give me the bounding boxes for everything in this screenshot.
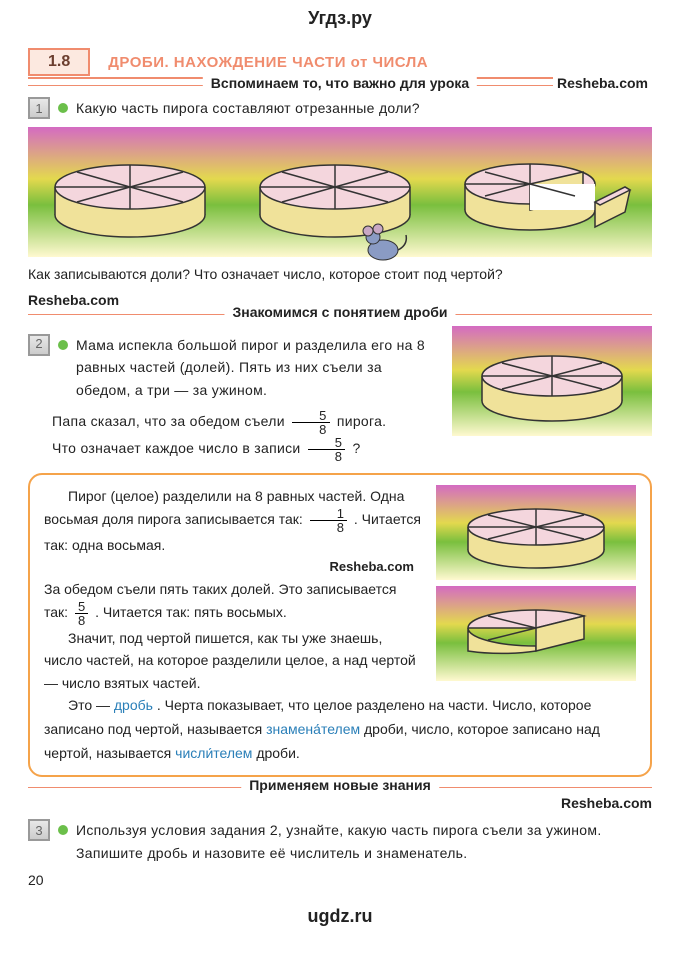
box-p2b: . Читается так: пять восьмых. [95, 604, 287, 620]
subheader-1-text: Вспоминаем то, что важно для урока [203, 75, 477, 91]
question-under-band: Как записываются доли? Что означает числ… [28, 263, 652, 285]
resheba-watermark: Resheba.com [44, 557, 414, 578]
fraction-5-8: 58 [75, 600, 88, 627]
task-2-p1: Мама испекла большой пирог и разделила е… [76, 334, 440, 401]
subheader-3-text: Применяем новые знания [241, 777, 439, 793]
section-title: ДРОБИ. НАХОЖДЕНИЕ ЧАСТИ от ЧИСЛА [108, 54, 428, 71]
box-p3: Значит, под чертой пишется, как ты уже з… [44, 627, 424, 694]
task-2-p2a: Папа сказал, что за обедом съели [52, 413, 289, 429]
task-1-number: 1 [28, 97, 50, 119]
task-2-p3a: Что означает каждое число в записи [52, 440, 305, 456]
theory-text: Пирог (целое) разделили на 8 равных част… [44, 485, 424, 694]
fraction-5-8: 58 [308, 436, 346, 463]
cake-icon [45, 137, 215, 247]
site-header: Угдз.ру [0, 0, 680, 37]
subheader-2-text: Знакомимся с понятием дроби [224, 304, 455, 320]
difficulty-dot-icon [58, 103, 68, 113]
theory-box: Пирог (целое) разделили на 8 равных част… [28, 473, 652, 778]
term-denominator: знамена́телем [266, 721, 360, 737]
subheader-1: Вспоминаем то, что важно для урока Reshe… [28, 85, 652, 89]
cake-small-illustration [452, 326, 652, 436]
cake-slice-icon [455, 132, 635, 252]
box-p4: Это — дробь . Черта показывает, что цело… [44, 694, 636, 765]
cake-stack [436, 485, 636, 681]
box-p4a: Это — [68, 697, 114, 713]
difficulty-dot-icon [58, 340, 68, 350]
page-content: 1.8 ДРОБИ. НАХОЖДЕНИЕ ЧАСТИ от ЧИСЛА Всп… [0, 37, 680, 898]
resheba-watermark: Resheba.com [28, 795, 652, 811]
task-2-p3b: ? [352, 440, 360, 456]
task-2: 2 Мама испекла большой пирог и разделила… [28, 334, 440, 401]
cake-part-icon [451, 588, 621, 678]
task-1-text: Какую часть пирога составляют отрезанные… [76, 97, 420, 119]
box-p4d: дроби. [256, 745, 299, 761]
task-3: 3 Используя условия задания 2, узнайте, … [28, 819, 652, 864]
box-p1a: Пирог (целое) разделили на 8 равных част… [44, 488, 404, 528]
fraction-5-8: 58 [292, 409, 330, 436]
difficulty-dot-icon [58, 825, 68, 835]
resheba-watermark: Resheba.com [553, 75, 652, 91]
site-footer: ugdz.ru [0, 898, 680, 935]
fraction-1-8: 18 [310, 507, 347, 534]
task-1: 1 Какую часть пирога составляют отрезанн… [28, 97, 652, 119]
mouse-icon [358, 215, 408, 265]
cake-icon [451, 487, 621, 577]
task-3-text: Используя условия задания 2, узнайте, ка… [76, 819, 652, 864]
cake-illustration-row [28, 127, 652, 257]
task-2-line3: Что означает каждое число в записи 58 ? [28, 436, 440, 463]
task-2-row: 2 Мама испекла большой пирог и разделила… [28, 326, 652, 463]
term-numerator: числи́телем [175, 745, 252, 761]
page-number: 20 [28, 872, 652, 888]
task-3-number: 3 [28, 819, 50, 841]
term-fraction: дробь [114, 697, 153, 713]
task-2-line2: Папа сказал, что за обедом съели 58 пиро… [28, 409, 440, 436]
cake-icon [467, 331, 637, 431]
section-number: 1.8 [28, 48, 90, 76]
task-2-number: 2 [28, 334, 50, 356]
subheader-2: Знакомимся с понятием дроби [28, 314, 652, 318]
task-2-p2b: пирога. [337, 413, 387, 429]
subheader-3: Применяем новые знания [28, 787, 652, 791]
